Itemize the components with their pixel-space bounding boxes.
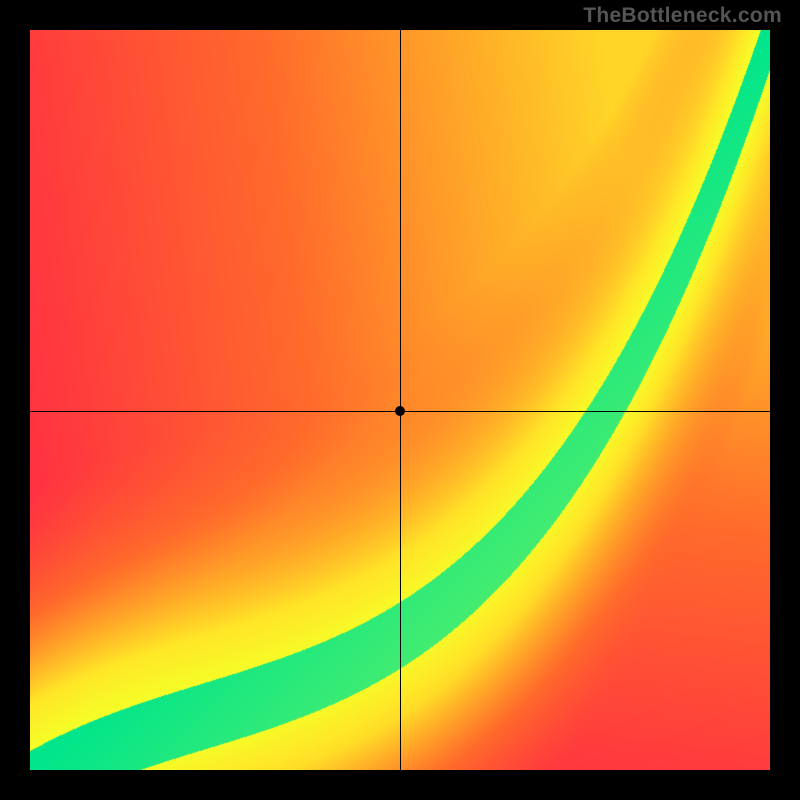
plot-area [30,30,770,770]
watermark-text: TheBottleneck.com [583,4,782,28]
data-point-marker [395,406,405,416]
chart-container: TheBottleneck.com [0,0,800,800]
crosshair-vertical [400,30,401,770]
